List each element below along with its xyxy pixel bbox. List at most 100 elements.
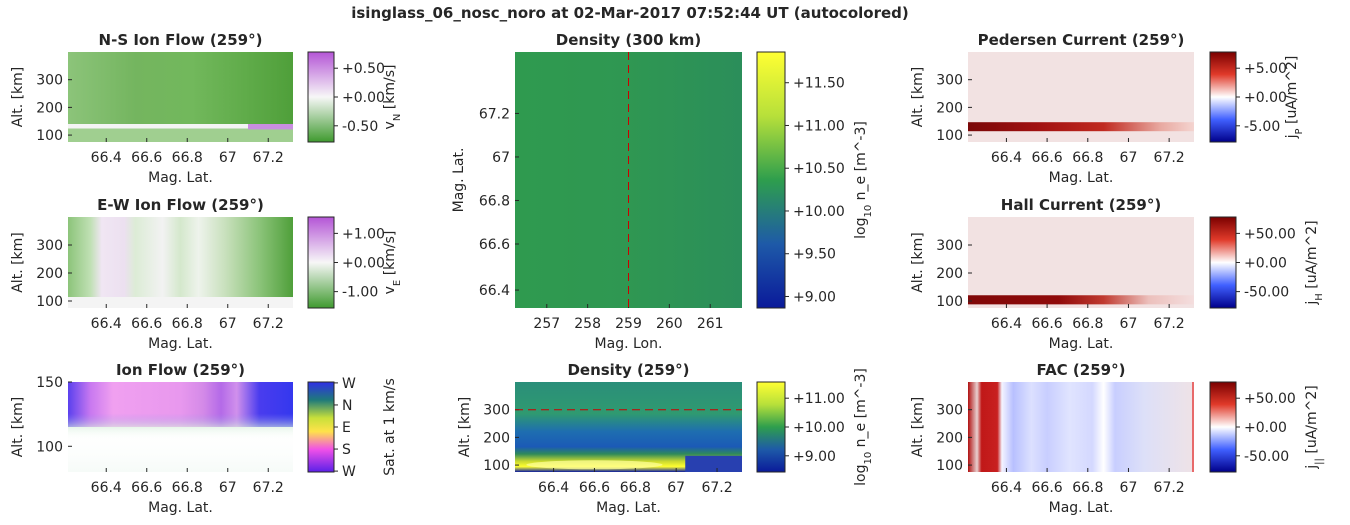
y-tick-label: 200	[936, 430, 963, 446]
colorbar-tick-label: +0.00	[342, 256, 385, 272]
x-tick-label: 66.8	[620, 480, 651, 496]
colorbar-density-259: +11.00 +10.00 +9.00 log10 n_e [m^-3]	[756, 368, 874, 486]
x-tick-label: 66.4	[991, 480, 1022, 496]
x-tick-label: 67	[667, 480, 685, 496]
subplot-pedersen: Pedersen Current (259°) 66.4 66.6 66.8 67 67.…	[910, 31, 1194, 186]
y-tick-label: 100	[936, 128, 963, 144]
y-tick-label: 100	[36, 294, 63, 310]
colorbar-tick-label: +50.00	[1244, 226, 1296, 242]
x-tick-label: 67.2	[1154, 480, 1185, 496]
colorbar-gradient	[756, 381, 786, 473]
colorbar-tick-label: W	[342, 376, 356, 392]
y-tick-label: 150	[36, 375, 63, 391]
subplot-title: Hall Current (259°)	[1001, 196, 1161, 214]
colorbar-label-tail: n_e [m^-3]	[853, 368, 869, 452]
colorbar-label: vE [km/s]	[382, 231, 403, 295]
colorbar-density-300: +11.50 +11.00 +10.50 +10.00 +9.50 +9.00 log10 …	[756, 51, 874, 309]
subplot-title: Density (300 km)	[556, 31, 701, 49]
colorbar-gradient	[307, 381, 335, 473]
subplot-hall: Hall Current (259°) 66.4 66.6 66.8 67 67.2 Mag…	[910, 196, 1194, 352]
colorbar-tick-label: +9.50	[793, 247, 836, 263]
colorbar-tick-label: W	[342, 464, 356, 480]
x-tick-label: 67.2	[253, 316, 284, 332]
y-axis-label: Alt. [km]	[10, 67, 26, 128]
x-tick-label: 259	[615, 316, 642, 332]
x-tick-label: 67.2	[1154, 150, 1185, 166]
colorbar-label-tail: [uA/m^2]	[1304, 220, 1320, 293]
x-axis-label: Mag. Lat.	[1049, 500, 1114, 516]
colorbar-label-sub: P	[1294, 128, 1305, 134]
colorbar-tick-label: N	[342, 398, 352, 414]
heatmap-cell	[968, 217, 1194, 308]
y-axis-label: Alt. [km]	[10, 232, 26, 293]
y-axis-label: Alt. [km]	[910, 397, 926, 458]
colorbar-tick-label: +9.00	[793, 289, 836, 305]
colorbar-tick-label: +0.00	[1244, 420, 1287, 436]
colorbar-hall: +50.00 +0.00 -50.00 jH [uA/m^2]	[1209, 216, 1325, 309]
heatmap-cell	[1192, 382, 1194, 472]
x-axis-label: Mag. Lat.	[1049, 336, 1114, 352]
x-tick-label: 67	[219, 480, 237, 496]
subplot-title: Pedersen Current (259°)	[978, 31, 1185, 49]
x-axis-label: Mag. Lat.	[596, 500, 661, 516]
colorbar-gradient	[756, 51, 786, 309]
y-tick-label: 200	[936, 100, 963, 116]
heatmap-cell	[968, 295, 1194, 305]
colorbar-label-tail: [km/s]	[382, 231, 398, 280]
x-tick-label: 67	[1120, 480, 1138, 496]
y-tick-label: 66.4	[479, 283, 510, 299]
colorbar-label-tail: [km/s]	[382, 65, 398, 114]
y-tick-label: 100	[936, 294, 963, 310]
heatmap-cell	[68, 217, 293, 298]
colorbar-tick-label: -5.00	[1244, 119, 1280, 135]
colorbar-tick-label: +0.00	[1244, 90, 1287, 106]
subplot-ew-flow: E-W Ion Flow (259°) 66.4 66.6 66.8 67 67.2 Mag…	[10, 196, 293, 352]
colorbar-tick-label: -1.00	[342, 285, 378, 301]
colorbar-label-part: j	[1284, 134, 1300, 139]
colorbar-label-part: log	[853, 465, 869, 486]
x-tick-label: 66.4	[991, 316, 1022, 332]
colorbar-label: j|| [uA/m^2]	[1304, 385, 1325, 469]
colorbar-tick-label: +10.50	[793, 161, 845, 177]
x-tick-label: 66.6	[131, 150, 162, 166]
x-tick-label: 66.8	[172, 316, 203, 332]
heatmap-cell	[526, 460, 663, 470]
x-tick-label: 258	[574, 316, 601, 332]
y-tick-label: 300	[36, 238, 63, 254]
colorbar-label-part: v	[382, 121, 398, 129]
colorbar-label-part: v	[382, 286, 398, 294]
colorbar-label: vN [km/s]	[382, 65, 403, 130]
x-tick-label: 66.4	[538, 480, 569, 496]
y-tick-label: 300	[36, 73, 63, 89]
x-tick-label: 67.2	[1154, 316, 1185, 332]
x-axis-label: Mag. Lon.	[595, 336, 663, 352]
subplot-title: Density (259°)	[567, 361, 689, 379]
colorbar-tick-label: S	[342, 442, 351, 458]
colorbar-label-sub: H	[1314, 293, 1325, 301]
x-tick-label: 261	[697, 316, 724, 332]
colorbar-label-part: j	[1304, 301, 1320, 306]
figure-title: isinglass_06_nosc_noro at 02-Mar-2017 07…	[351, 4, 909, 22]
subplot-density-300: Density (300 km) 257 258 259 260 261 Mag. Lon.…	[451, 31, 742, 352]
y-tick-label: 100	[36, 128, 63, 144]
heatmap-cell	[68, 413, 293, 441]
y-axis-label: Alt. [km]	[910, 67, 926, 128]
y-axis-label: Mag. Lat.	[451, 148, 467, 213]
subplot-fac: FAC (259°) 66.4 66.6 66.8 67 67.2 Mag. Lat. 100…	[910, 361, 1194, 516]
colorbar-tick-label: +9.00	[793, 449, 836, 465]
x-tick-label: 257	[533, 316, 560, 332]
x-tick-label: 66.8	[172, 150, 203, 166]
x-tick-label: 66.8	[172, 480, 203, 496]
colorbar-label: jH [uA/m^2]	[1304, 220, 1325, 305]
colorbar-gradient	[1209, 51, 1237, 143]
subplot-title: Ion Flow (259°)	[116, 361, 245, 379]
x-tick-label: 67	[1120, 150, 1138, 166]
x-tick-label: 67.2	[253, 150, 284, 166]
heatmap-cell	[68, 128, 293, 142]
y-tick-label: 200	[36, 266, 63, 282]
x-tick-label: 67.2	[253, 480, 284, 496]
y-tick-label: 67	[492, 150, 510, 166]
heatmap-cell	[685, 455, 742, 472]
